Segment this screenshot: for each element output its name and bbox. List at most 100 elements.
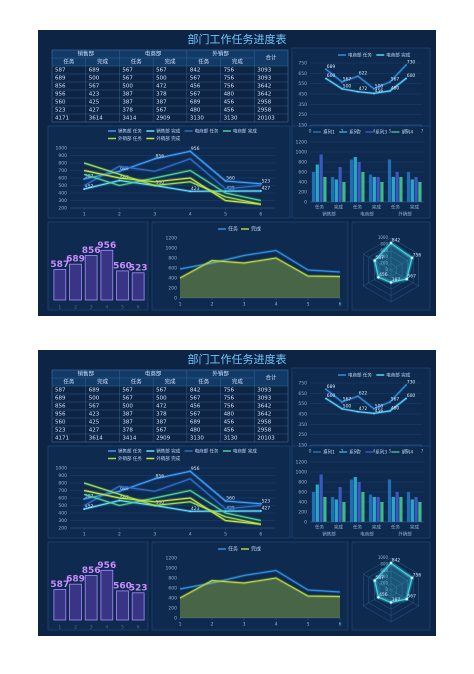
y-tick-label: 900 bbox=[58, 153, 67, 159]
bar bbox=[368, 174, 373, 202]
data-label: 956 bbox=[97, 561, 116, 571]
x-tick-label: 6 bbox=[259, 212, 262, 218]
data-label: 689 bbox=[66, 575, 85, 585]
table-cell: 689 bbox=[89, 68, 100, 74]
table-cell: 3642 bbox=[257, 84, 271, 90]
data-label: 856 bbox=[156, 153, 165, 159]
table-cell: 842 bbox=[190, 388, 201, 394]
x-tick-label: 3 bbox=[153, 212, 156, 218]
data-label: 523 bbox=[129, 583, 148, 593]
data-label: 423 bbox=[191, 186, 200, 192]
table-total-header: 合计 bbox=[266, 54, 278, 62]
radar-point bbox=[389, 241, 393, 245]
bar bbox=[391, 497, 395, 522]
data-label: 472 bbox=[359, 406, 368, 412]
data-label: 387 bbox=[392, 597, 401, 603]
data-label: 856 bbox=[156, 473, 165, 479]
bar bbox=[311, 492, 316, 522]
data-label: 567 bbox=[391, 76, 400, 82]
x-tick-label: 任务 bbox=[391, 204, 400, 211]
series-line bbox=[83, 482, 262, 525]
table-cell: 387 bbox=[122, 412, 133, 418]
table-cell: 456 bbox=[224, 420, 235, 426]
table-cell: 567 bbox=[190, 412, 201, 418]
r-tick-label: 1000 bbox=[378, 235, 389, 240]
table-cell: 523 bbox=[55, 428, 66, 434]
bar bbox=[353, 477, 357, 522]
table-group: 外销部 bbox=[212, 50, 229, 58]
x-tick-label: 2 bbox=[74, 305, 77, 311]
table-cell: 20103 bbox=[257, 116, 275, 122]
x-tick-label: 2 bbox=[74, 625, 77, 631]
bar bbox=[53, 269, 67, 301]
data-label: 756 bbox=[413, 572, 422, 578]
table-cell: 500 bbox=[156, 396, 167, 402]
table-cell: 856 bbox=[55, 404, 66, 410]
table-cell: 956 bbox=[55, 92, 66, 98]
data-label: 456 bbox=[375, 88, 384, 94]
table-group: 电商部 bbox=[145, 370, 162, 378]
x-tick-label: 完成 bbox=[372, 204, 381, 211]
point bbox=[373, 87, 375, 90]
x-tick-label: 0 bbox=[309, 449, 312, 455]
radar-point bbox=[405, 277, 409, 281]
x-tick-label: 6 bbox=[405, 129, 408, 135]
table-cell: 956 bbox=[55, 412, 66, 418]
legend-label: 销售部 完成 bbox=[156, 448, 180, 455]
y-tick-label: 500 bbox=[58, 503, 67, 509]
table-cell: 756 bbox=[224, 68, 235, 74]
data-label: 856 bbox=[82, 246, 101, 256]
y-tick-label: 200 bbox=[58, 526, 67, 532]
table-cell: 480 bbox=[224, 412, 235, 418]
data-label: 472 bbox=[359, 86, 368, 92]
table-cell: 378 bbox=[122, 108, 133, 114]
table-cell: 387 bbox=[156, 100, 167, 106]
x-tick-label: 1 bbox=[325, 449, 328, 455]
data-label: 560 bbox=[226, 176, 235, 182]
y-tick-label: 800 bbox=[168, 576, 177, 582]
series-line bbox=[325, 384, 407, 410]
table-cell: 3414 bbox=[122, 116, 136, 122]
table-cell: 500 bbox=[156, 76, 167, 82]
bar bbox=[323, 177, 327, 202]
data-label: 842 bbox=[392, 558, 401, 564]
group-label: 外销部 bbox=[398, 211, 412, 218]
legend-label: 销售部 完成 bbox=[156, 128, 180, 135]
table-cell: 2909 bbox=[156, 436, 170, 442]
x-tick-label: 任务 bbox=[353, 524, 362, 531]
data-label: 480 bbox=[391, 85, 400, 91]
bar bbox=[406, 172, 411, 202]
table-frame bbox=[51, 49, 289, 123]
bar bbox=[338, 167, 342, 202]
data-label: 587 bbox=[375, 575, 384, 581]
data-label: 567 bbox=[343, 396, 352, 402]
x-tick-label: 3 bbox=[90, 305, 93, 311]
legend-label: 电商部 任务 bbox=[348, 372, 372, 379]
legend-label: 任务 bbox=[228, 226, 238, 233]
bar bbox=[380, 182, 384, 202]
point bbox=[357, 90, 359, 93]
data-label: 689 bbox=[327, 64, 336, 70]
point bbox=[118, 179, 121, 182]
table-cell: 560 bbox=[55, 100, 66, 106]
bar bbox=[414, 177, 418, 202]
table-subheader: 完成 bbox=[164, 378, 176, 386]
table-cell: 2958 bbox=[257, 420, 271, 426]
point bbox=[325, 397, 327, 400]
table-cell: 567 bbox=[190, 396, 201, 402]
radar-spoke bbox=[363, 589, 392, 607]
bar bbox=[334, 499, 338, 522]
table-cell: 756 bbox=[224, 396, 235, 402]
table-cell: 456 bbox=[224, 100, 235, 106]
point bbox=[189, 150, 192, 153]
y-tick-label: 600 bbox=[58, 176, 67, 182]
point bbox=[405, 384, 407, 387]
table-cell: 2909 bbox=[156, 116, 170, 122]
bar bbox=[131, 272, 145, 301]
series-line bbox=[83, 489, 261, 525]
y-tick-label: 600 bbox=[298, 490, 307, 496]
bar bbox=[399, 497, 403, 522]
point bbox=[389, 80, 391, 83]
y-tick-label: 250 bbox=[298, 432, 307, 438]
